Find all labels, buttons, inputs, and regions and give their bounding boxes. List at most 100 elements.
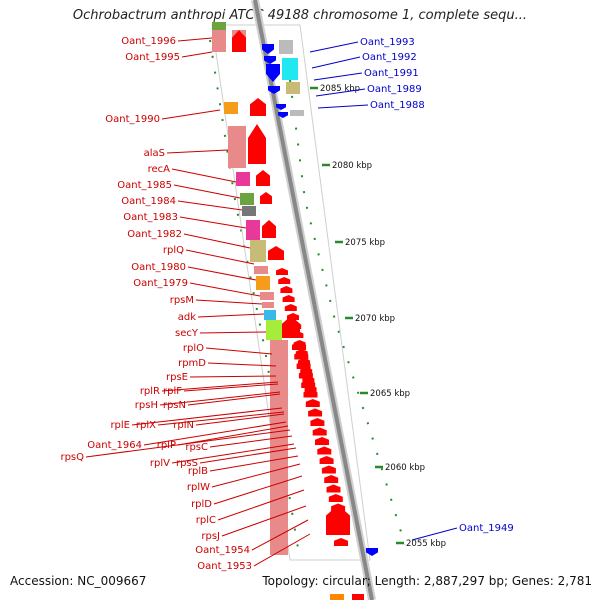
- topology-summary-text: Topology: circular; Length: 2,887,297 bp…: [262, 574, 592, 588]
- label-leader-line: [179, 216, 247, 229]
- gene-arrow: [282, 295, 295, 302]
- kbp-label: 2060 kbp: [385, 463, 425, 473]
- label-leader-line: [217, 489, 305, 521]
- gene-label: rplB: [188, 466, 208, 477]
- gene-label: rplN: [173, 420, 194, 431]
- feature-box: [240, 193, 254, 205]
- feature-box: [270, 340, 288, 555]
- gene-arrow: [319, 456, 334, 464]
- gene-label: rplX: [136, 420, 156, 431]
- gene-arrow: [264, 56, 276, 64]
- label-leader-line: [143, 421, 287, 446]
- gene-label: rplC: [196, 515, 216, 526]
- gene-arrow: [256, 170, 270, 186]
- gene-label: Oant_1980: [131, 262, 186, 273]
- kbp-label: 2085 kbp: [320, 84, 360, 94]
- label-leader-line: [311, 56, 361, 69]
- label-leader-line: [183, 233, 251, 249]
- feature-box: [279, 40, 293, 54]
- gene-arrow: [301, 380, 316, 388]
- gene-arrow: [266, 64, 280, 82]
- gene-arrow: [268, 86, 280, 94]
- kbp-label: 2070 kbp: [355, 314, 395, 324]
- gene-label: Oant_1993: [360, 37, 415, 48]
- gene-label: rplF: [163, 386, 182, 397]
- gene-label: rpsS: [176, 458, 198, 469]
- label-leader-line: [166, 149, 229, 154]
- label-leader-line: [315, 88, 366, 97]
- feature-box: [262, 302, 274, 308]
- gene-label: rplO: [183, 343, 204, 354]
- feature-box: [264, 310, 276, 320]
- gene-label: rpsQ: [60, 452, 84, 463]
- label-leader-line: [197, 313, 265, 318]
- inner-dotted-ring: [209, 39, 301, 561]
- kbp-label: 2055 kbp: [406, 539, 446, 549]
- label-leader-line: [211, 463, 301, 488]
- feature-box: [352, 594, 364, 600]
- feature-box: [256, 276, 270, 290]
- gene-arrow: [268, 246, 284, 260]
- label-leader-line: [213, 475, 303, 505]
- right-gene-labels: Oant_1993 Oant_1992 Oant_1991 Oant_1989 Oant…: [309, 37, 514, 541]
- feature-ring-outline: [211, 24, 371, 561]
- gene-label: Oant_1995: [125, 52, 180, 63]
- gene-label: Oant_1954: [195, 545, 250, 556]
- gene-arrow: [262, 44, 274, 54]
- gene-label: Oant_1983: [123, 212, 178, 223]
- label-leader-line: [195, 413, 285, 426]
- accession-text: Accession: NC_009667: [10, 574, 147, 588]
- gene-label: adk: [178, 312, 196, 323]
- gene-label: rplV: [150, 458, 170, 469]
- feature-box: [282, 58, 298, 80]
- kbp-label: 2065 kbp: [370, 389, 410, 399]
- feature-box: [250, 240, 266, 262]
- gene-arrow: [328, 494, 343, 502]
- gene-label: rplP: [157, 440, 176, 451]
- label-leader-line: [173, 184, 241, 199]
- label-leader-line: [195, 299, 263, 305]
- gene-label: recA: [148, 164, 171, 175]
- gene-label: rpsM: [170, 295, 194, 306]
- gene-label: rplD: [191, 499, 212, 510]
- label-leader-line: [209, 435, 293, 448]
- gene-label: alaS: [144, 148, 165, 159]
- label-leader-line: [199, 331, 267, 334]
- feature-box: [212, 30, 226, 52]
- label-leader-line: [187, 266, 257, 281]
- gene-label: Oant_1992: [362, 52, 417, 63]
- gene-label: rplW: [187, 482, 210, 493]
- gene-label: Oant_1989: [367, 84, 422, 95]
- gene-arrow: [317, 446, 332, 455]
- label-leader-line: [411, 527, 458, 541]
- gene-label: rplR: [140, 386, 160, 397]
- label-leader-line: [181, 51, 213, 58]
- feature-box: [246, 220, 260, 240]
- label-leader-line: [189, 282, 261, 297]
- map-title: Ochrobactrum anthropi ATCC 49188 chromos…: [72, 8, 528, 23]
- gene-arrow: [296, 361, 311, 369]
- gene-arrow: [294, 351, 309, 360]
- gene-arrow: [326, 505, 350, 535]
- label-leader-line: [251, 519, 309, 551]
- gene-label: Oant_1988: [370, 100, 425, 111]
- gene-label: secY: [175, 328, 199, 339]
- gene-arrow: [321, 465, 336, 474]
- gene-arrow: [278, 277, 291, 284]
- label-leader-line: [171, 443, 295, 464]
- label-leader-line: [317, 104, 369, 109]
- gene-arrow: [248, 124, 266, 164]
- label-leader-line: [161, 381, 279, 392]
- label-leader-line: [177, 425, 289, 446]
- label-leader-line: [183, 383, 279, 392]
- gene-arrow: [276, 104, 286, 110]
- feature-box: [266, 320, 282, 340]
- feature-box: [330, 594, 344, 600]
- gene-arrow: [308, 408, 323, 417]
- gene-arrow: [250, 98, 266, 116]
- gene-label: Oant_1985: [117, 180, 172, 191]
- gene-label: rpsH: [135, 400, 158, 411]
- kbp-label: 2075 kbp: [345, 238, 385, 248]
- label-leader-line: [209, 455, 299, 472]
